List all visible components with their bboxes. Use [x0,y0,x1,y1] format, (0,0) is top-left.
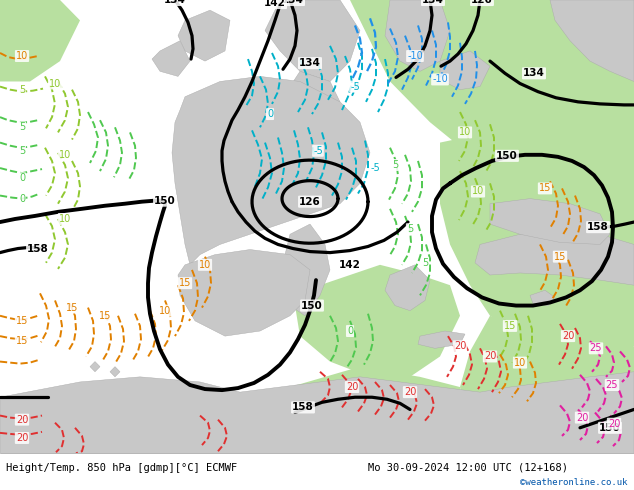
Text: 20: 20 [346,382,358,392]
Text: 10: 10 [16,51,28,61]
Polygon shape [110,367,120,377]
Polygon shape [475,229,634,285]
Polygon shape [290,72,340,112]
Polygon shape [490,198,610,245]
Text: 150: 150 [496,151,518,161]
Text: 134: 134 [422,0,444,5]
Polygon shape [418,331,465,348]
Polygon shape [0,0,80,81]
Text: 158: 158 [27,244,49,253]
Polygon shape [440,102,634,367]
Text: 10: 10 [59,150,71,160]
Text: 15: 15 [16,336,28,346]
Text: 0: 0 [347,326,353,336]
Text: 10: 10 [49,78,61,89]
Text: 134: 134 [164,0,186,5]
Text: 0: 0 [19,173,25,183]
Polygon shape [295,265,460,377]
Text: 142: 142 [264,0,286,8]
Text: 15: 15 [539,183,551,194]
Polygon shape [172,76,370,265]
Polygon shape [530,290,555,306]
Text: 25: 25 [590,343,602,353]
Text: 15: 15 [179,278,191,288]
Text: 10: 10 [472,187,484,196]
Text: 134: 134 [299,58,321,68]
Text: -5: -5 [313,146,323,156]
Polygon shape [280,224,330,316]
Text: 15: 15 [66,303,78,313]
Text: 10: 10 [59,214,71,224]
Text: 0: 0 [267,109,273,119]
Text: 142: 142 [339,260,361,270]
Text: 5: 5 [19,146,25,156]
Polygon shape [385,265,430,311]
Polygon shape [440,51,490,90]
Polygon shape [265,0,360,81]
Text: -5: -5 [370,163,380,173]
Text: -10: -10 [432,74,448,84]
Text: -10: -10 [407,51,423,61]
Text: 134: 134 [282,0,304,5]
Text: 10: 10 [514,358,526,368]
Text: 15: 15 [99,311,111,321]
Text: 5: 5 [422,258,428,268]
Polygon shape [0,372,634,453]
Text: 5: 5 [19,122,25,132]
Text: 5: 5 [407,224,413,234]
Text: 5: 5 [19,85,25,95]
Text: 158: 158 [587,222,609,232]
Polygon shape [152,41,190,76]
Text: 0: 0 [19,194,25,204]
Polygon shape [550,0,634,81]
Text: 10: 10 [199,260,211,270]
Text: 20: 20 [454,342,466,351]
Text: Mo 30-09-2024 12:00 UTC (12+168): Mo 30-09-2024 12:00 UTC (12+168) [368,463,567,473]
Text: 150: 150 [301,300,323,311]
Text: 126: 126 [471,0,493,5]
Text: Height/Temp. 850 hPa [gdmp][°C] ECMWF: Height/Temp. 850 hPa [gdmp][°C] ECMWF [6,463,238,473]
Text: 15: 15 [16,316,28,326]
Text: 5: 5 [392,160,398,170]
Text: 20: 20 [562,331,574,341]
Polygon shape [178,10,230,61]
Text: 150: 150 [599,423,621,433]
Text: 134: 134 [523,68,545,78]
Polygon shape [90,362,100,372]
Text: 15: 15 [554,252,566,262]
Text: -5: -5 [350,81,360,92]
Polygon shape [385,0,450,72]
Text: 126: 126 [299,196,321,207]
Text: 10: 10 [159,306,171,316]
Text: 158: 158 [292,402,314,413]
Text: 20: 20 [404,387,416,397]
Text: ©weatheronline.co.uk: ©weatheronline.co.uk [520,478,628,487]
Text: 20: 20 [16,415,28,425]
Text: 25: 25 [605,380,618,390]
Text: 150: 150 [154,196,176,206]
Text: 20: 20 [576,413,588,422]
Polygon shape [200,367,490,453]
Text: 20: 20 [16,433,28,443]
Text: 10: 10 [459,127,471,137]
Text: 20: 20 [608,419,620,429]
Polygon shape [460,316,634,453]
Text: 20: 20 [484,351,496,362]
Polygon shape [350,0,634,204]
Polygon shape [178,249,310,336]
Text: 15: 15 [504,321,516,331]
